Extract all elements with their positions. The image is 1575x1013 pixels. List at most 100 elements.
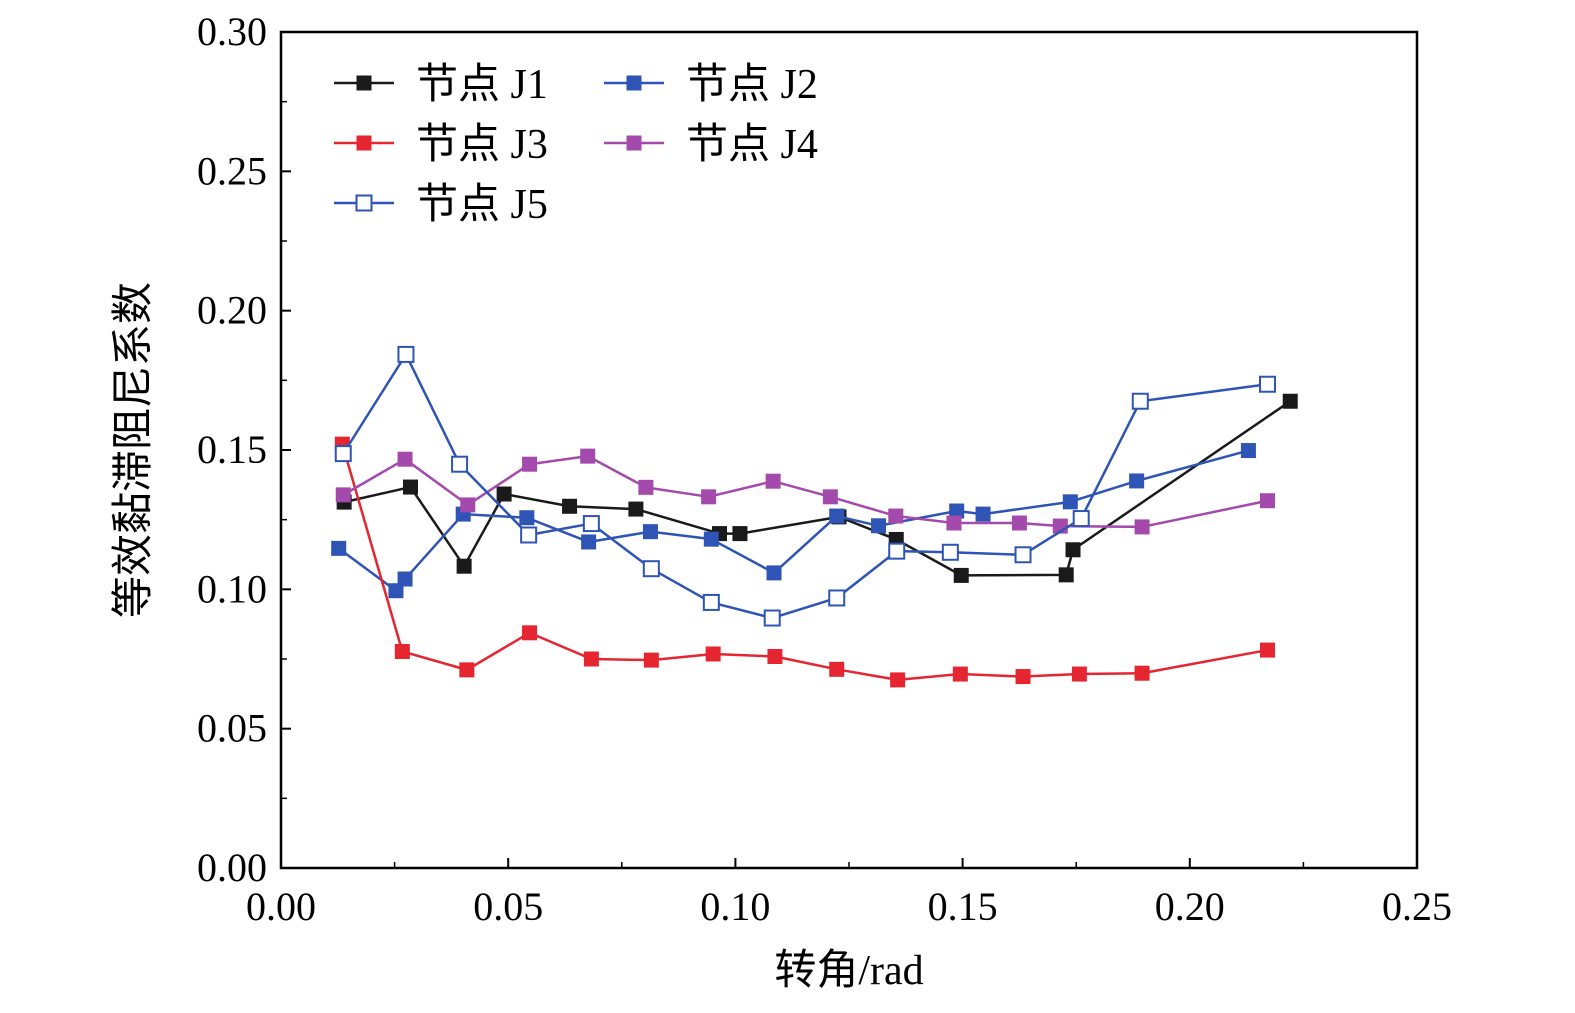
x-tick-label: 0.05 xyxy=(473,884,543,929)
data-point xyxy=(1259,375,1277,393)
y-tick-label: 0.15 xyxy=(197,427,267,472)
data-point xyxy=(397,571,413,587)
x-tick-label: 0.15 xyxy=(928,884,998,929)
data-point xyxy=(1014,546,1032,564)
data-point xyxy=(952,666,968,682)
x-axis-title: 转角/rad xyxy=(774,948,923,994)
data-point xyxy=(1131,392,1149,410)
data-point xyxy=(822,489,838,505)
data-point xyxy=(888,508,904,524)
data-point xyxy=(496,486,512,502)
data-point xyxy=(1071,666,1087,682)
data-point xyxy=(766,565,782,581)
data-point xyxy=(562,498,578,514)
data-point xyxy=(520,526,538,544)
data-point xyxy=(1134,665,1150,681)
data-point xyxy=(1260,493,1276,509)
legend-marker xyxy=(355,194,373,212)
data-point xyxy=(642,524,658,540)
data-point xyxy=(702,593,720,611)
data-point xyxy=(522,456,538,472)
data-point xyxy=(388,583,404,599)
legend-item: 节点 J2 xyxy=(604,62,818,108)
data-point xyxy=(460,497,476,513)
series-4 xyxy=(335,448,1276,535)
data-point xyxy=(643,652,659,668)
series-line xyxy=(342,353,1268,620)
data-point xyxy=(705,646,721,662)
data-point xyxy=(946,515,962,531)
x-tick-label: 0.20 xyxy=(1155,884,1225,929)
data-point xyxy=(701,489,717,505)
data-point xyxy=(1134,519,1150,535)
data-point xyxy=(459,662,475,678)
data-point xyxy=(581,534,597,550)
data-point xyxy=(888,542,906,560)
data-point xyxy=(397,345,415,363)
legend-item: 节点 J1 xyxy=(334,62,548,108)
y-tick-label: 0.05 xyxy=(197,706,267,751)
legend-item: 节点 J4 xyxy=(604,122,818,168)
y-tick-label: 0.30 xyxy=(197,9,267,54)
y-tick-label: 0.10 xyxy=(197,566,267,611)
x-tick-label: 0.10 xyxy=(700,884,770,929)
data-point xyxy=(1062,494,1078,510)
data-point xyxy=(975,506,991,522)
data-point xyxy=(628,501,644,517)
series-5 xyxy=(334,345,1277,627)
data-point xyxy=(1260,642,1276,658)
data-point xyxy=(732,526,748,542)
data-point xyxy=(1282,393,1298,409)
series-line xyxy=(341,443,1268,682)
data-point xyxy=(703,531,719,547)
data-point xyxy=(334,445,352,463)
data-point xyxy=(941,543,959,561)
data-point xyxy=(583,651,599,667)
legend-marker xyxy=(356,135,372,151)
data-point xyxy=(331,540,347,556)
data-point xyxy=(1058,567,1074,583)
legend-label: 节点 J4 xyxy=(686,122,818,168)
data-point xyxy=(394,643,410,659)
data-point xyxy=(451,455,469,473)
data-point xyxy=(765,473,781,489)
legend-item: 节点 J5 xyxy=(334,182,548,228)
data-point xyxy=(638,479,654,495)
data-point xyxy=(519,510,535,526)
data-point xyxy=(890,672,906,688)
legend-marker xyxy=(626,75,642,91)
data-point xyxy=(1015,669,1031,685)
data-point xyxy=(403,479,419,495)
data-point xyxy=(580,448,596,464)
y-tick-label: 0.20 xyxy=(197,288,267,333)
data-point xyxy=(582,515,600,533)
data-point xyxy=(1011,515,1027,531)
legend: 节点 J1 节点 J2 节点 J3 节点 J4 节点 J5 xyxy=(334,62,818,228)
data-point xyxy=(828,589,846,607)
legend-label: 节点 J5 xyxy=(416,182,548,228)
y-tick-label: 0.00 xyxy=(197,845,267,890)
data-point xyxy=(1072,510,1090,528)
data-point xyxy=(335,487,351,503)
y-tick-label: 0.25 xyxy=(197,148,267,193)
series-layer xyxy=(331,345,1298,688)
series-line xyxy=(343,400,1291,577)
data-point xyxy=(829,661,845,677)
data-point xyxy=(829,508,845,524)
series-line xyxy=(337,449,1249,592)
data-point xyxy=(1129,473,1145,489)
x-tick-label: 0.25 xyxy=(1382,884,1452,929)
x-tick-label: 0.00 xyxy=(246,884,316,929)
series-3 xyxy=(334,436,1276,688)
legend-marker xyxy=(356,75,372,91)
legend-item: 节点 J3 xyxy=(334,122,548,168)
series-1 xyxy=(336,393,1298,583)
data-point xyxy=(953,567,969,583)
data-point xyxy=(871,518,887,534)
data-point xyxy=(522,625,538,641)
axis-ticks: 0.00 0.05 0.10 0.15 0.20 0.25 0.00 0.05 0.10 0.15… xyxy=(197,9,1452,929)
data-point xyxy=(767,648,783,664)
data-point xyxy=(642,560,660,578)
